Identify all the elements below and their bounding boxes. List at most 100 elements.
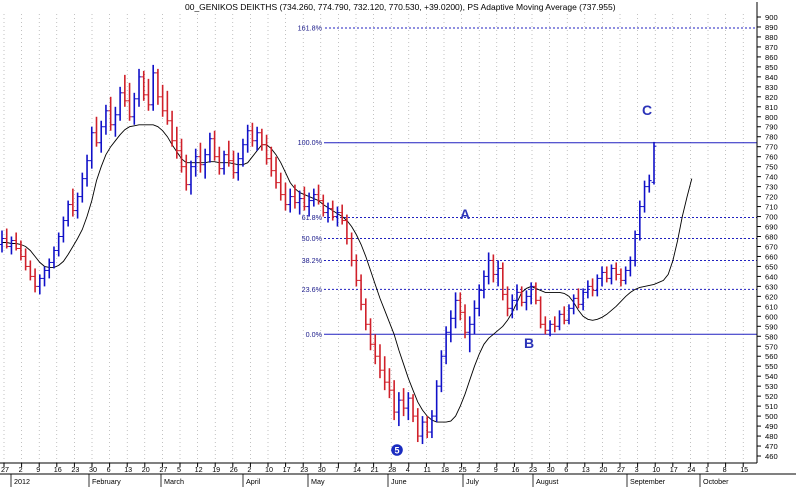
wave-b-label: B [524, 335, 534, 351]
ohlc-bar [79, 172, 85, 203]
ohlc-bar [509, 294, 515, 319]
ohlc-bar [618, 268, 624, 287]
ohlc-bar [448, 310, 454, 343]
ohlc-bar [254, 126, 260, 151]
x-tick-label: 13 [124, 465, 132, 474]
month-label: February [92, 477, 121, 486]
ohlc-bar [462, 304, 468, 339]
ohlc-bar [604, 266, 610, 283]
x-tick-label: 2 [247, 465, 251, 474]
x-tick-label: 24 [687, 465, 695, 474]
ohlc-bar [160, 84, 166, 117]
y-tick-label: 630 [765, 282, 778, 291]
ohlc-bar [198, 142, 203, 173]
y-tick-label: 820 [765, 93, 778, 102]
month-label: August [536, 477, 558, 486]
ohlc-bar [557, 310, 562, 331]
x-tick-label: 13 [582, 465, 590, 474]
ohlc-bar [623, 266, 629, 285]
ohlc-bar [642, 180, 647, 213]
fib-level-label: 0.0% [306, 330, 323, 339]
month-label: April [246, 477, 261, 486]
ohlc-bar [150, 64, 156, 111]
y-tick-label: 800 [765, 113, 778, 122]
moving-average-line [2, 124, 693, 423]
x-tick-label: 20 [142, 465, 150, 474]
x-tick-label: 10 [652, 465, 660, 474]
ohlc-bar [0, 230, 5, 253]
ohlc-bar [141, 70, 147, 101]
moving-average-layer [2, 124, 693, 423]
ohlc-bar [61, 216, 66, 243]
fib-level-label: 38.2% [302, 256, 323, 265]
ohlc-bar [528, 282, 534, 305]
fib-level-label: 61.8% [302, 213, 323, 222]
ohlc-bar [226, 140, 232, 167]
y-tick-label: 620 [765, 292, 778, 301]
ohlc-bar [627, 256, 633, 277]
x-tick-label: 10 [265, 465, 273, 474]
month-label: September [630, 477, 666, 486]
ohlc-bar [476, 284, 482, 317]
x-tick-label: 23 [300, 465, 308, 474]
y-tick-label: 480 [765, 432, 778, 441]
ohlc-bar [514, 284, 520, 311]
ohlc-bar [70, 188, 76, 217]
x-tick-label: 1 [705, 465, 709, 474]
x-tick-label: 6 [564, 465, 568, 474]
ohlc-bar [283, 182, 288, 211]
x-tick-label: 17 [283, 465, 291, 474]
ohlc-bar [264, 134, 269, 165]
ohlc-bar [580, 288, 586, 311]
x-tick-label: 9 [494, 465, 498, 474]
ohlc-bar [292, 184, 298, 209]
y-tick-label: 680 [765, 233, 778, 242]
wave-c-label: C [642, 102, 652, 118]
ohlc-bar [112, 106, 118, 137]
ohlc-bar [363, 298, 369, 331]
ohlc-bar [335, 206, 340, 227]
ohlc-bar [13, 232, 19, 251]
x-tick-label: 26 [230, 465, 238, 474]
y-tick-label: 490 [765, 422, 778, 431]
wave-5-label: 5 [394, 445, 399, 455]
ohlc-bar [183, 154, 189, 191]
y-tick-label: 810 [765, 103, 778, 112]
ohlc-bar [46, 258, 52, 279]
x-tick-label: 25 [459, 465, 467, 474]
ohlc-bar [344, 214, 350, 245]
ohlc-bar [202, 148, 208, 179]
ohlc-bar [155, 68, 161, 105]
wave-5-circle-marker [391, 444, 403, 456]
ohlc-bar [377, 344, 383, 379]
x-tick-label: 16 [511, 465, 519, 474]
ohlc-bar [32, 268, 38, 293]
x-tick-label: 16 [54, 465, 62, 474]
wave-a-label: A [460, 206, 470, 222]
y-tick-label: 520 [765, 392, 778, 401]
ohlc-bar [571, 294, 577, 315]
x-tick-label: 30 [89, 465, 97, 474]
ohlc-bar [89, 126, 95, 169]
fib-level-label: 50.0% [302, 234, 323, 243]
ohlc-bar [505, 286, 510, 317]
y-tick-label: 740 [765, 173, 778, 182]
ohlc-bar [278, 172, 284, 201]
ohlc-bars [0, 64, 657, 445]
ohlc-bar [259, 128, 265, 151]
ohlc-bar [651, 141, 657, 185]
x-tick-label: 17 [670, 465, 678, 474]
x-tick-label: 7 [335, 465, 339, 474]
y-tick-label: 530 [765, 382, 778, 391]
ohlc-bar [410, 394, 416, 423]
y-tick-label: 650 [765, 262, 778, 271]
ohlc-bar [221, 150, 227, 175]
ohlc-bar [136, 68, 142, 107]
ohlc-bar [453, 292, 458, 329]
ohlc-bar [457, 292, 463, 321]
y-tick-label: 640 [765, 272, 778, 281]
ohlc-bar [207, 132, 213, 163]
y-tick-label: 580 [765, 332, 778, 341]
